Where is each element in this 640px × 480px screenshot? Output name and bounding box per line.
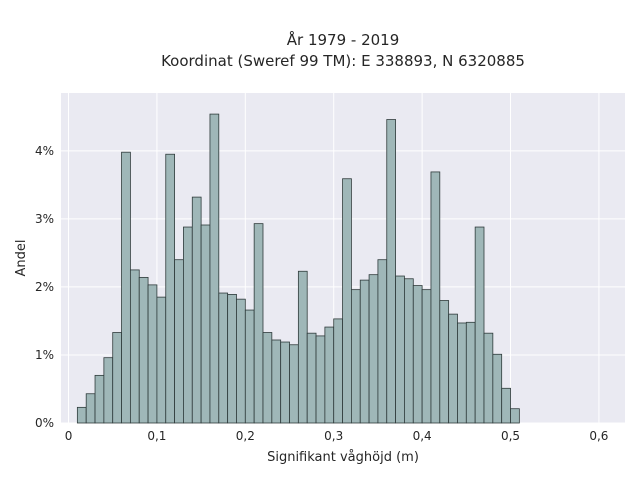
x-tick-label: 0,6 xyxy=(589,429,608,443)
histogram-bar xyxy=(200,224,211,424)
histogram-bar xyxy=(412,285,423,424)
histogram-bar xyxy=(457,322,467,424)
y-axis-label: Andel xyxy=(14,240,29,277)
histogram-bar xyxy=(465,321,476,424)
histogram-bar xyxy=(315,335,326,424)
histogram-bar xyxy=(297,270,308,424)
histogram-bar xyxy=(76,406,87,424)
y-tick-label: 4% xyxy=(35,144,54,158)
histogram-bar xyxy=(218,292,229,424)
histogram-bar xyxy=(253,223,264,424)
y-axis-ticks: 0% 1% 2% 3% 4% xyxy=(35,144,54,430)
histogram-bar xyxy=(280,341,290,424)
histogram-bar xyxy=(209,113,220,424)
histogram-bar xyxy=(439,300,450,424)
x-tick-label: 0,1 xyxy=(147,429,166,443)
histogram-bar xyxy=(156,296,167,424)
histogram-bar xyxy=(386,119,396,424)
y-tick-label: 3% xyxy=(35,212,54,226)
histogram-bar xyxy=(430,171,441,424)
x-tick-label: 0,3 xyxy=(324,429,343,443)
histogram-bar xyxy=(492,353,503,424)
chart-title: År 1979 - 2019 xyxy=(287,30,400,49)
histogram-bar xyxy=(236,298,246,424)
histogram-bar xyxy=(121,151,131,424)
x-tick-label: 0,4 xyxy=(413,429,432,443)
histogram-bar xyxy=(227,294,237,424)
histogram-bar xyxy=(350,289,361,424)
histogram-bar xyxy=(191,196,202,424)
histogram-bar xyxy=(183,226,193,424)
histogram-bar xyxy=(510,408,520,424)
histogram-bar xyxy=(165,153,175,424)
histogram-bar xyxy=(377,259,388,424)
histogram-bar xyxy=(244,309,255,424)
y-tick-label: 2% xyxy=(35,280,54,294)
histogram-bar xyxy=(483,332,494,424)
chart-subtitle: Koordinat (Sweref 99 TM): E 338893, N 63… xyxy=(161,52,525,70)
histogram-bar xyxy=(342,178,352,424)
histogram-bar xyxy=(174,259,184,424)
histogram-bar xyxy=(138,276,149,424)
x-tick-label: 0,2 xyxy=(236,429,255,443)
x-tick-label: 0,5 xyxy=(501,429,520,443)
histogram-bar xyxy=(501,387,511,424)
histogram-bar xyxy=(289,344,299,424)
histogram-bar xyxy=(448,313,458,424)
x-axis-ticks: 0 0,1 0,2 0,3 0,4 0,5 0,6 xyxy=(65,429,609,443)
bars xyxy=(76,113,520,424)
histogram-bar xyxy=(324,326,335,424)
histogram-bar xyxy=(85,393,96,424)
histogram-bar xyxy=(306,332,317,424)
histogram-bar xyxy=(421,289,432,424)
histogram-bar xyxy=(103,357,114,424)
y-tick-label: 0% xyxy=(35,416,54,430)
histogram-bar xyxy=(404,278,414,424)
histogram-bar xyxy=(474,226,485,424)
histogram-bar xyxy=(147,284,158,424)
histogram-bar xyxy=(94,374,105,424)
x-tick-label: 0 xyxy=(65,429,73,443)
histogram-bar xyxy=(271,339,282,424)
x-axis-label: Signifikant våghöjd (m) xyxy=(267,450,419,465)
histogram-bar xyxy=(112,332,122,424)
histogram-bar xyxy=(129,269,140,424)
histogram-bar xyxy=(359,279,370,424)
histogram-bar xyxy=(333,318,343,424)
histogram-bar xyxy=(368,274,379,424)
y-tick-label: 1% xyxy=(35,348,54,362)
histogram-bar xyxy=(395,275,405,424)
histogram-bar xyxy=(262,332,273,424)
